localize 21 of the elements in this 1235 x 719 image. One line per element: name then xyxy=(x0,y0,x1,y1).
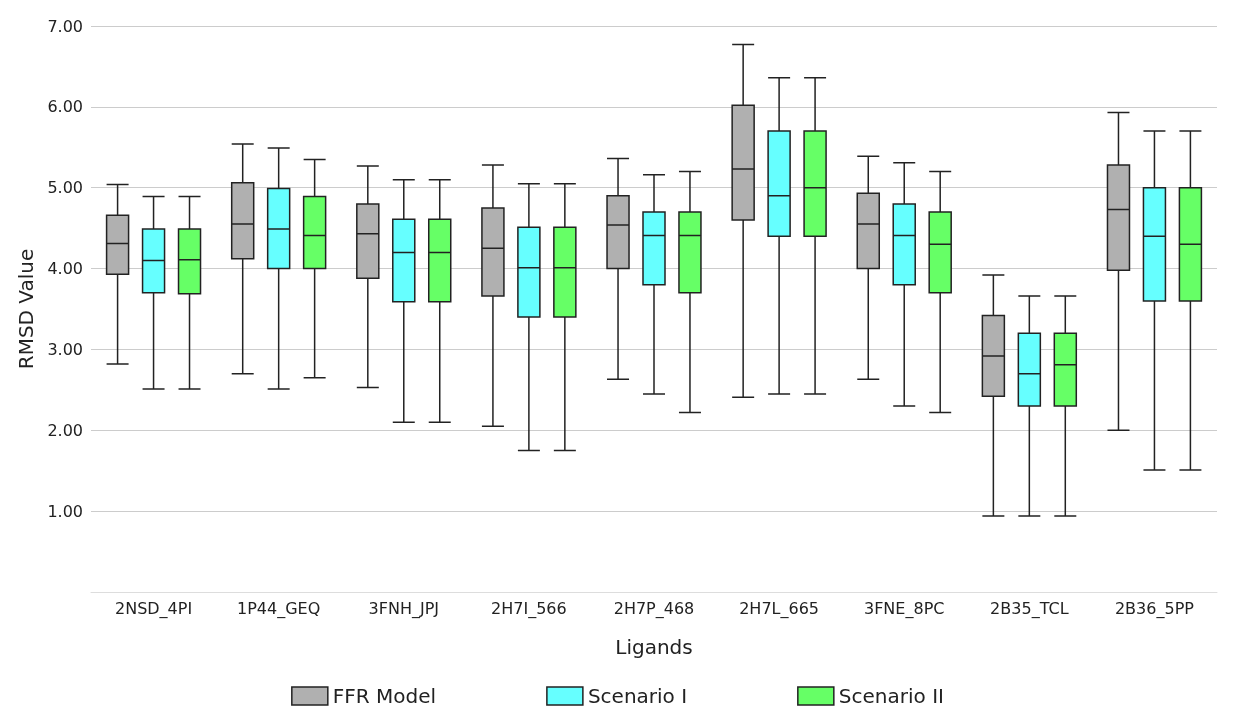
y-tick-label: 7.00 xyxy=(47,16,83,36)
x-axis-title: Ligands xyxy=(615,635,693,659)
legend-label: Scenario I xyxy=(587,684,688,708)
legend-label: Scenario II xyxy=(838,684,944,708)
x-tick-label: 1P44_GEQ xyxy=(237,598,321,619)
x-tick-label: 2H7I_566 xyxy=(491,598,567,619)
x-tick-label: 2H7L_665 xyxy=(739,598,820,619)
x-tick-label: 2NSD_4PI xyxy=(114,598,193,619)
y-axis-title: RMSD Value xyxy=(14,248,38,370)
x-tick-label: 2B35_TCL xyxy=(990,598,1069,619)
y-tick-label: 3.00 xyxy=(47,339,83,359)
legend-label: FFR Model xyxy=(332,684,437,708)
y-tick-label: 5.00 xyxy=(47,178,83,198)
x-tick-label: 2H7P_468 xyxy=(613,598,695,619)
y-tick-label: 4.00 xyxy=(47,259,83,279)
y-tick-label: 6.00 xyxy=(47,97,83,117)
x-tick-label: 3FNE_8PC xyxy=(863,598,945,619)
y-tick-label: 1.00 xyxy=(47,501,83,521)
x-tick-label: 2B36_5PP xyxy=(1114,598,1195,619)
y-tick-label: 2.00 xyxy=(47,420,83,440)
x-tick-label: 3FNH_JPJ xyxy=(368,598,440,619)
